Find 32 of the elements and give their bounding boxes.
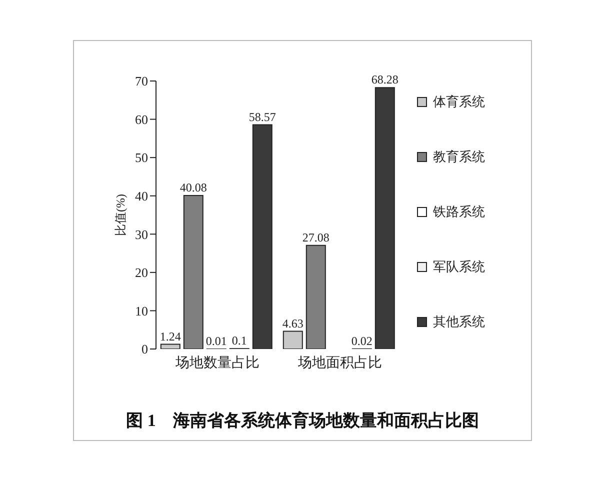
legend-label: 体育系统 <box>433 93 485 111</box>
y-tick-label: 60 <box>135 112 148 127</box>
y-tick-label: 20 <box>135 265 148 280</box>
x-tick-label: 场地面积占比 <box>296 354 382 371</box>
bar <box>183 195 204 349</box>
data-label: 4.63 <box>282 316 304 330</box>
bar <box>306 244 326 349</box>
y-tick-label: 30 <box>135 226 148 242</box>
legend-label: 教育系统 <box>433 148 485 166</box>
data-label: 58.57 <box>248 110 276 124</box>
data-label: 68.28 <box>371 72 398 87</box>
legend-label: 军队系统 <box>433 258 485 276</box>
data-label: 0.1 <box>232 334 247 348</box>
data-label: 40.08 <box>180 180 207 195</box>
legend-label: 其他系统 <box>433 313 485 331</box>
data-label: 27.08 <box>302 230 330 244</box>
y-tick-label: 10 <box>135 303 148 318</box>
y-axis-title: 比值(%) <box>113 194 128 236</box>
data-label: 0.01 <box>206 334 227 348</box>
data-label: 0.02 <box>351 334 372 348</box>
x-tick-label: 场地数量占比 <box>174 354 260 371</box>
y-tick-label: 70 <box>135 74 148 89</box>
text: 图 1 海南省各系统体育场地数量和面积占比图 <box>125 410 480 432</box>
bar <box>374 87 395 349</box>
bar <box>252 124 272 349</box>
bar <box>282 330 303 349</box>
bar <box>160 344 180 349</box>
data-label: 1.24 <box>160 329 181 344</box>
y-tick-label: 40 <box>135 188 148 204</box>
legend-label: 铁路系统 <box>433 203 485 221</box>
y-tick-label: 0 <box>142 342 148 357</box>
y-tick-label: 50 <box>135 150 148 166</box>
